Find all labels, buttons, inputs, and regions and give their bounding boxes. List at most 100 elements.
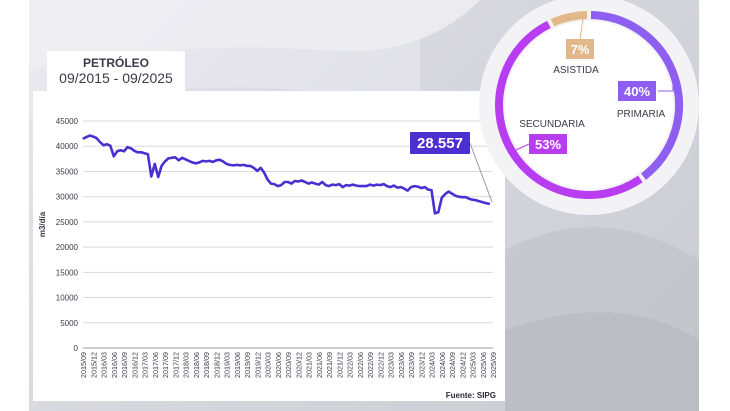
data-point — [243, 164, 245, 166]
y-tick-label: 30000 — [56, 193, 79, 202]
donut-labels: 40% PRIMARIA 53% SECUNDARIA 7% ASISTIDA — [515, 18, 674, 154]
data-point — [277, 185, 279, 187]
data-point — [325, 184, 327, 186]
data-point — [461, 196, 463, 198]
data-point — [92, 136, 94, 138]
data-point — [328, 185, 330, 187]
donut-arcs — [495, 11, 683, 199]
x-tick-label: 2020/06 — [274, 352, 283, 378]
data-point — [475, 199, 477, 201]
x-tick-label: 2022/03 — [346, 352, 355, 378]
x-tick-label: 2016/03 — [100, 352, 109, 378]
data-point — [208, 160, 210, 162]
data-point — [246, 165, 248, 167]
donut-leader-asistida — [579, 18, 584, 40]
data-point — [403, 188, 405, 190]
data-point — [471, 199, 474, 201]
x-tick-label: 2018/06 — [192, 352, 201, 378]
data-point — [420, 187, 422, 189]
data-point — [184, 158, 187, 160]
data-point — [249, 165, 251, 167]
x-tick-label: 2024/03 — [428, 352, 437, 378]
data-point — [109, 145, 111, 147]
data-point — [171, 157, 173, 159]
data-point — [154, 163, 156, 165]
data-point — [178, 159, 180, 161]
data-point — [465, 196, 467, 198]
x-tick-label: 2017/12 — [171, 352, 180, 378]
data-point — [99, 141, 101, 143]
donut-name-primaria: PRIMARIA — [617, 109, 666, 120]
data-point — [225, 163, 228, 165]
data-point — [352, 184, 354, 186]
chart-title-box: PETRÓLEO 09/2015 - 09/2025 — [47, 51, 185, 91]
data-point — [311, 181, 313, 184]
data-point — [458, 196, 460, 198]
x-tick-label: 2019/09 — [243, 352, 252, 378]
data-point — [393, 185, 395, 187]
x-tick-label: 2025/09 — [489, 352, 498, 378]
data-point — [444, 193, 446, 195]
data-point — [366, 185, 368, 187]
x-axis-ticks: 2015/09 2015/12 2016/03 2016/06 2016/09 2016/… — [79, 352, 498, 378]
data-point — [236, 164, 238, 166]
data-point — [369, 184, 371, 186]
source-label: Fuente: SIPG — [446, 391, 496, 400]
data-point — [181, 157, 183, 159]
donut-percent-asistida: 7% — [571, 42, 590, 57]
data-point — [297, 180, 299, 183]
data-point — [376, 184, 378, 186]
x-tick-label: 2023/03 — [387, 352, 396, 378]
x-tick-label: 2025/03 — [469, 352, 478, 378]
data-point — [157, 176, 159, 178]
data-point — [314, 183, 316, 185]
data-point — [389, 186, 392, 188]
data-point — [82, 138, 84, 140]
data-point — [188, 160, 190, 162]
y-tick-label: 0 — [74, 344, 79, 353]
data-point — [386, 185, 388, 187]
data-point — [304, 181, 306, 183]
data-point — [413, 185, 415, 187]
data-point — [400, 186, 402, 188]
data-point — [290, 183, 292, 185]
x-tick-label: 2023/09 — [407, 352, 416, 378]
data-point — [294, 180, 296, 182]
data-point — [229, 164, 231, 166]
data-point — [355, 185, 357, 187]
data-point — [202, 160, 204, 162]
x-tick-label: 2021/03 — [305, 352, 314, 378]
x-tick-label: 2020/09 — [284, 352, 293, 378]
data-point — [102, 144, 105, 146]
right-margin — [699, 0, 730, 411]
data-point — [454, 195, 456, 197]
data-point — [478, 200, 480, 202]
data-point — [126, 146, 128, 148]
data-point — [195, 162, 197, 164]
x-tick-label: 2024/06 — [438, 352, 447, 378]
last-value-label: 28.557 — [417, 135, 463, 152]
donut-slice-primaria — [590, 11, 683, 180]
y-tick-label: 45000 — [56, 117, 79, 126]
x-tick-label: 2018/09 — [202, 352, 211, 378]
data-point — [307, 183, 310, 185]
data-point — [331, 184, 333, 186]
data-point — [219, 159, 221, 161]
data-point — [164, 160, 166, 162]
donut-leader-secundaria — [515, 143, 530, 151]
data-point — [120, 149, 122, 151]
x-tick-label: 2024/12 — [458, 352, 467, 378]
data-point — [287, 181, 289, 183]
x-tick-label: 2015/12 — [89, 352, 98, 378]
y-tick-label: 20000 — [56, 243, 79, 252]
donut-percent-primaria: 40% — [624, 84, 650, 99]
donut-slice-asistida — [550, 11, 588, 27]
data-point — [372, 185, 374, 187]
x-tick-label: 2022/06 — [356, 352, 365, 378]
data-point — [191, 161, 193, 163]
callout-leader — [469, 142, 493, 203]
x-tick-label: 2019/06 — [233, 352, 242, 378]
x-tick-label: 2023/12 — [417, 352, 426, 378]
x-tick-label: 2021/09 — [325, 352, 334, 378]
data-point — [263, 171, 265, 174]
